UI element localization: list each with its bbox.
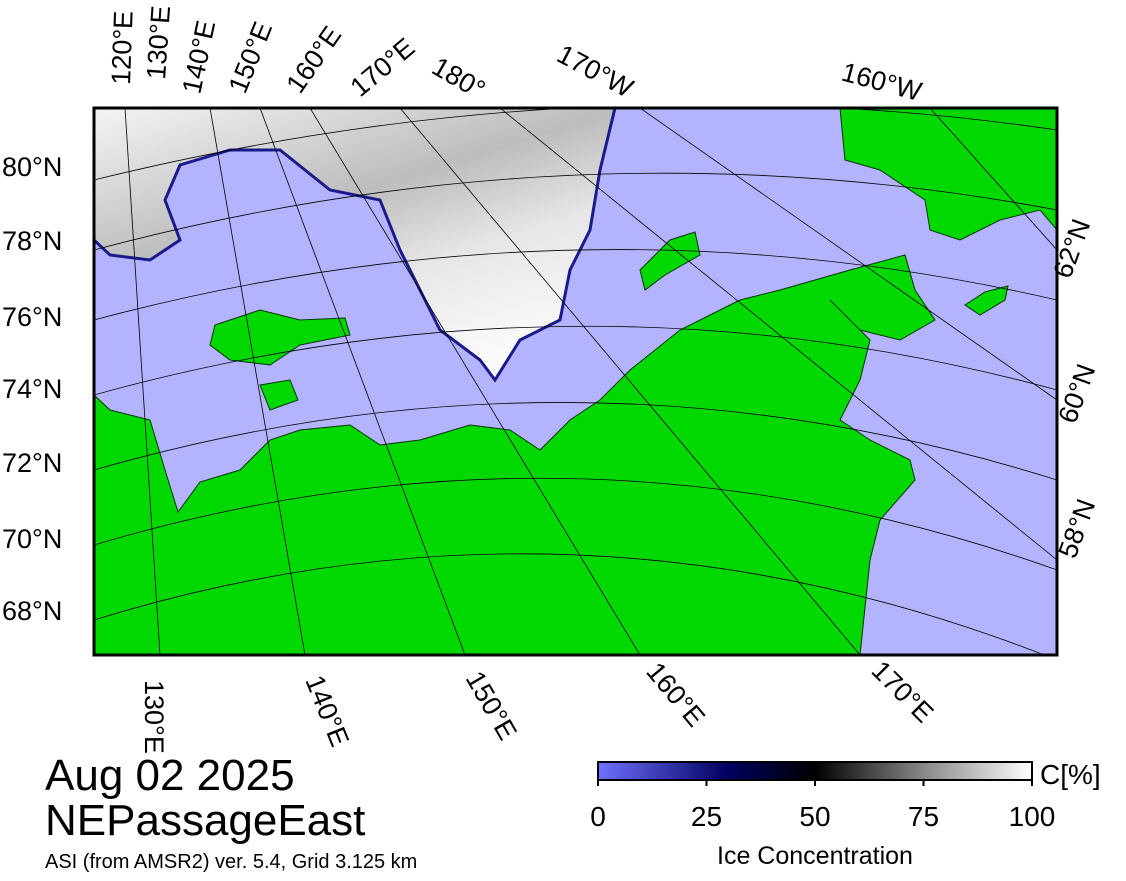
graticule-label: 130°E [139,680,169,754]
colorbar-tick-label: 0 [590,801,606,832]
graticule-label: 78°N [2,226,62,256]
graticule-label: 74°N [2,374,62,404]
colorbar-label: Ice Concentration [717,842,913,870]
graticule-label: 150°E [460,666,523,745]
graticule-label: 160°E [280,21,347,99]
island [259,379,299,411]
island [639,231,701,291]
graticule-label: 140°E [177,18,222,96]
graticule-label: 120°E [106,10,139,85]
graticule-label: 170°E [866,655,939,728]
colorbar-tick-label: 25 [691,801,722,832]
map-frame [92,106,1059,657]
graticule-label: 70°N [2,524,62,554]
graticule-label: 76°N [2,302,62,332]
colorbar-scale [597,761,1033,781]
sea-ice [94,108,617,383]
graticule-label: 170°W [552,39,638,104]
colorbar-tick-label: 75 [908,801,939,832]
graticule-label: 170°E [345,32,421,102]
colorbar-unit: C[%] [1040,759,1101,790]
map [94,108,1057,655]
date: Aug 02 2025 [45,751,295,800]
colorbar: C[%] Ice Concentration 0 25 50 75 100 [590,759,1100,870]
graticule-label: 72°N [2,448,62,478]
source: ASI (from AMSR2) ver. 5.4, Grid 3.125 km [45,851,417,873]
region: NEPassageEast [45,796,365,845]
graticule-label: 160°E [640,657,710,733]
graticule-label: 80°N [2,152,62,182]
island [209,309,351,366]
graticule-label: 68°N [2,596,62,626]
graticule-label: 60°N [1052,360,1101,427]
graticule [94,108,1057,655]
graticule-label: 140°E [299,671,354,751]
colorbar-tick-label: 50 [799,801,830,832]
graticule-label: 58°N [1052,495,1101,562]
land-siberia [94,254,936,655]
graticule-label: 180° [427,51,490,105]
graticule-label: 150°E [223,18,278,98]
colorbar-tick-label: 100 [1009,801,1056,832]
graticule-label: 130°E [141,5,176,81]
land-alaska [839,108,1057,241]
graticule-label: 160°W [838,57,925,107]
island [964,285,1009,316]
